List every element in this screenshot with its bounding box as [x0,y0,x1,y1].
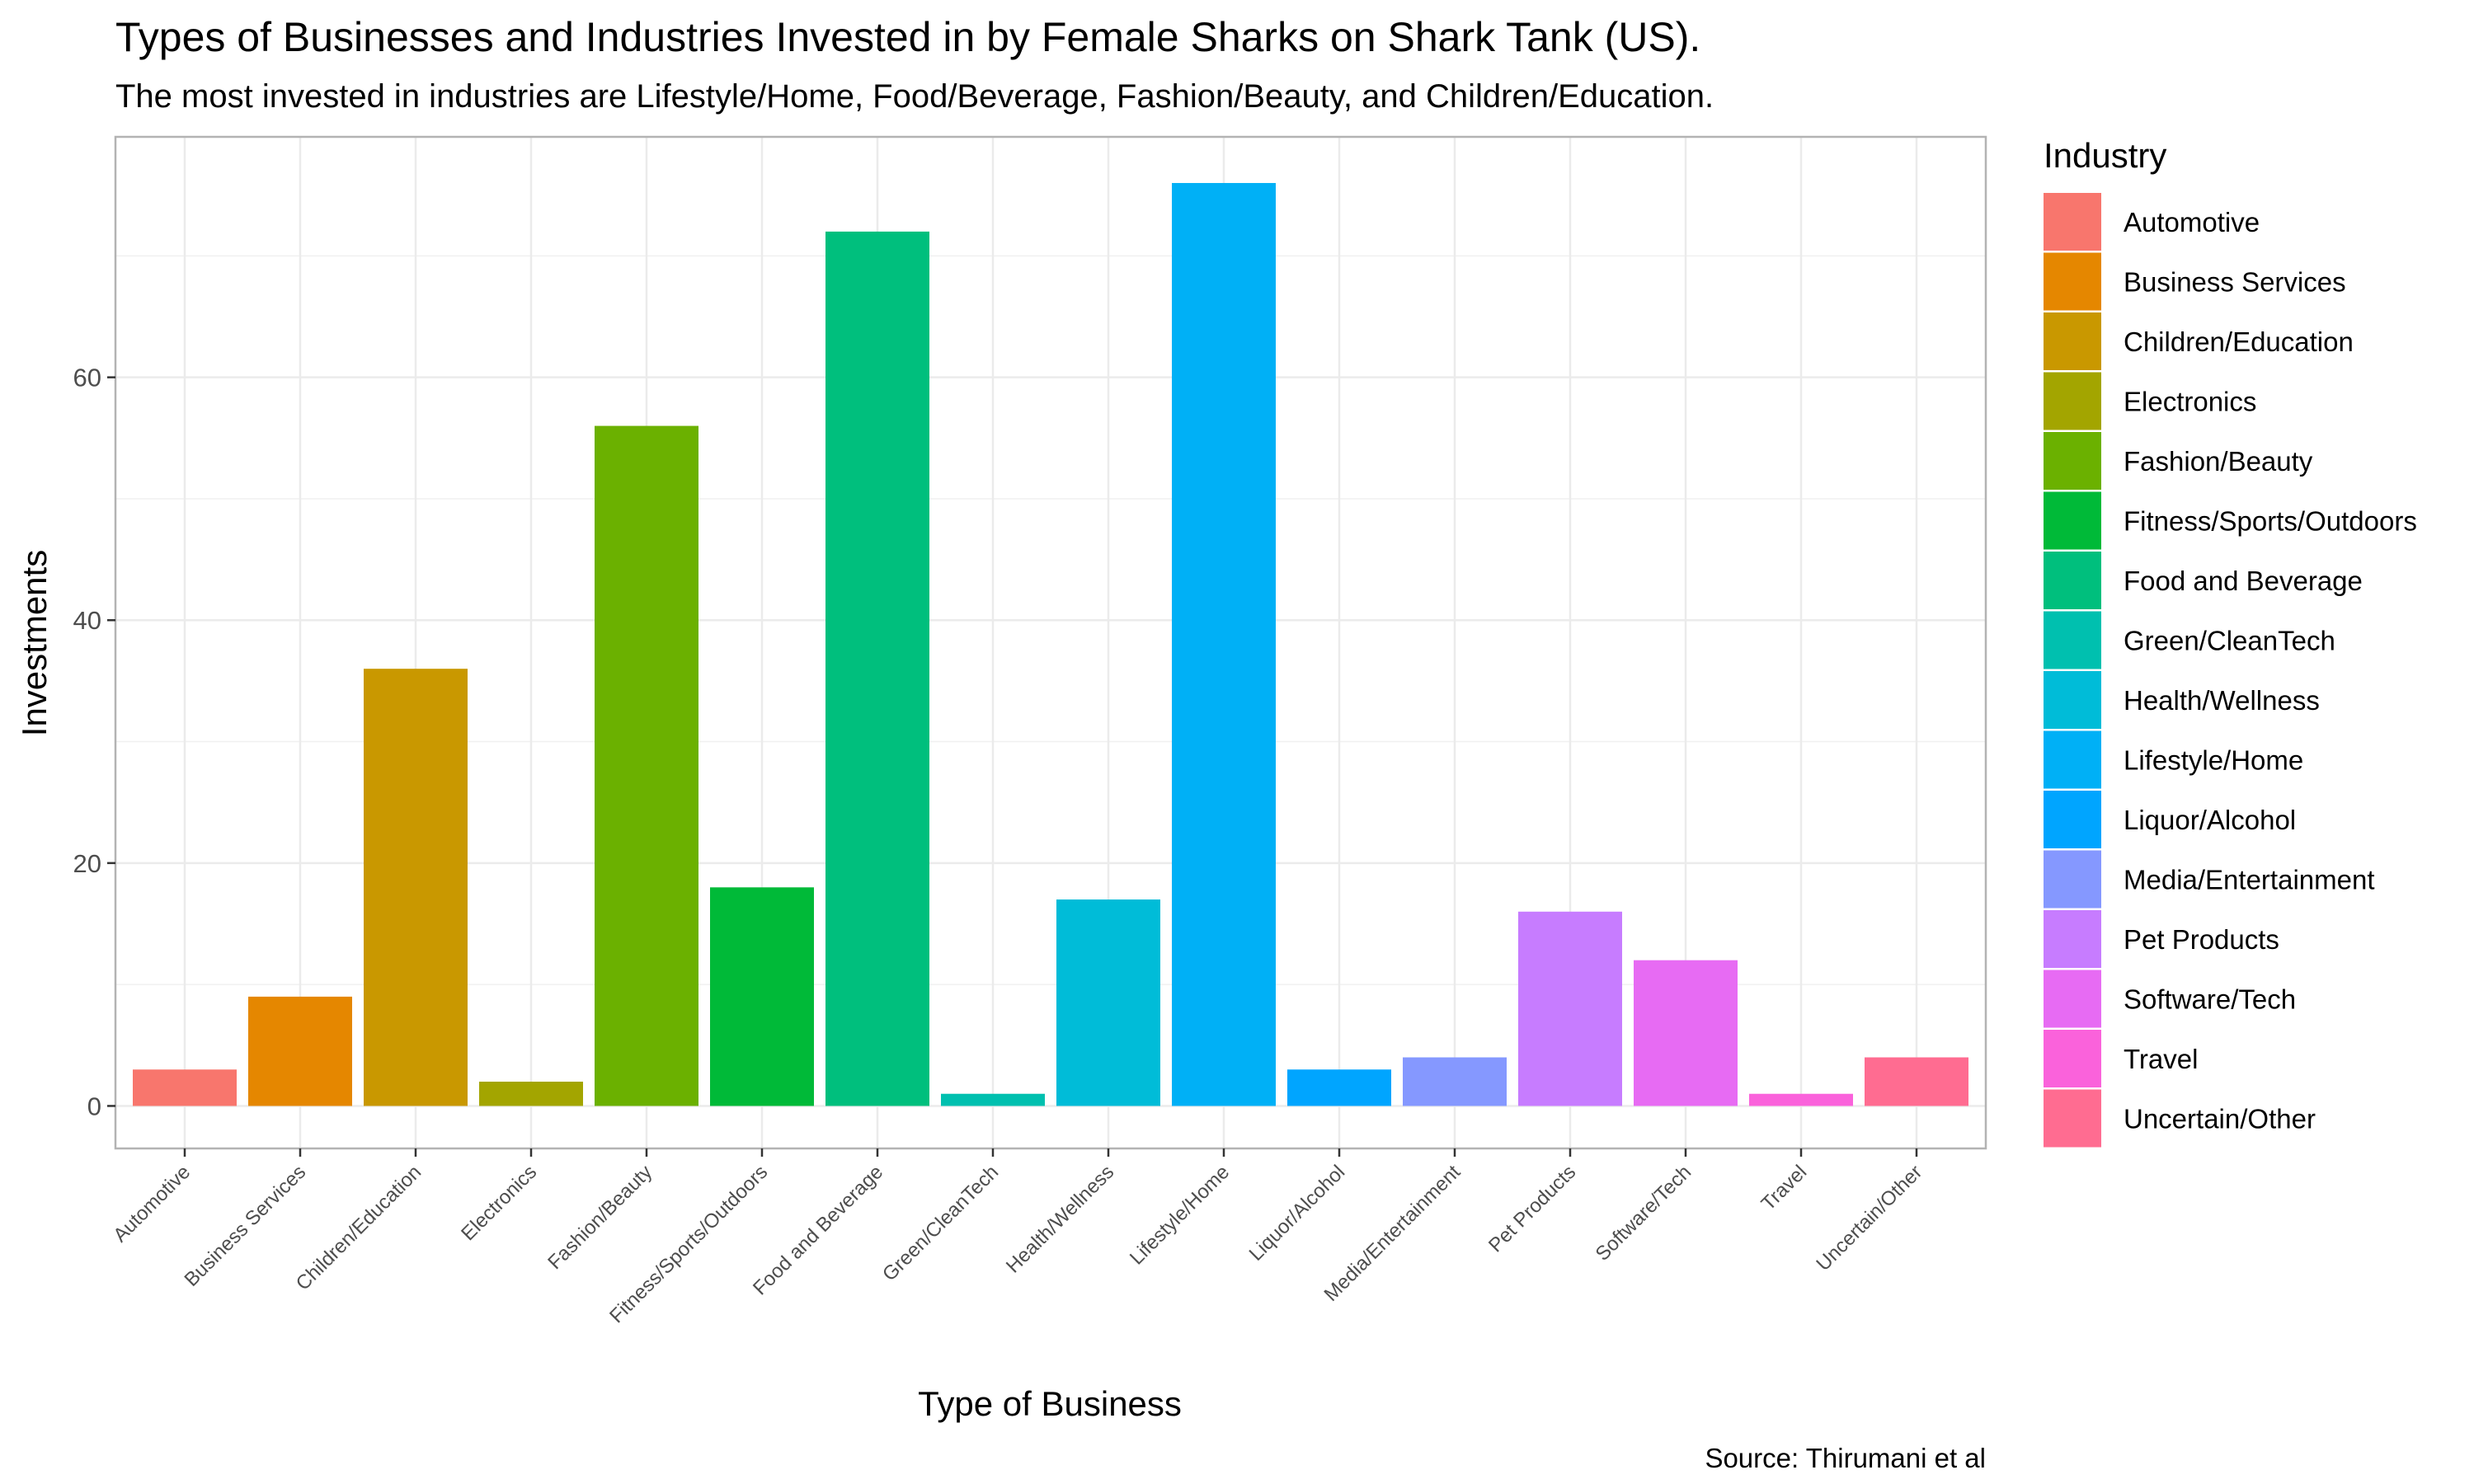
x-tick-label: Travel [1757,1161,1812,1215]
legend-label: Food and Beverage [2124,566,2363,596]
chart-title: Types of Businesses and Industries Inves… [115,14,1700,60]
plot-panel [114,135,1987,1150]
legend-label: Media/Entertainment [2124,865,2375,895]
legend-key [2044,970,2101,1028]
bar [941,1093,1045,1106]
bar [1518,911,1622,1106]
legend-key [2044,910,2101,968]
legend: Automotive Business Services Children/Educ… [2044,193,2417,1148]
bar [364,669,468,1106]
bar [1172,182,1276,1106]
x-axis-title: Type of Business [918,1384,1182,1423]
x-tick-label: Liquor/Alcohol [1245,1161,1350,1266]
bar [1749,1093,1853,1106]
legend-title: Industry [2044,136,2166,175]
y-tick-label: 20 [73,849,101,878]
bar [248,996,352,1106]
bar [1056,899,1160,1106]
x-tick-label: Business Services [181,1161,311,1291]
legend-key [2044,193,2101,251]
x-tick-label: Health/Wellness [1002,1161,1118,1277]
legend-label: Travel [2124,1044,2198,1074]
legend-label: Lifestyle/Home [2124,745,2303,776]
bar [1865,1057,1968,1106]
legend-label: Fitness/Sports/Outdoors [2124,506,2417,537]
bar [479,1081,583,1106]
x-tick-label: Lifestyle/Home [1126,1161,1234,1269]
x-tick-label: Green/CleanTech [878,1161,1003,1285]
legend-key [2044,552,2101,609]
legend-key [2044,252,2101,311]
legend-key [2044,1089,2101,1148]
bar [133,1069,237,1106]
y-axis-ticks: 0 20 40 60 [73,364,115,1120]
legend-label: Electronics [2124,387,2256,417]
legend-key [2044,312,2101,370]
x-tick-label: Food and Beverage [749,1161,887,1299]
legend-label: Green/CleanTech [2124,626,2335,656]
x-tick-label: Software/Tech [1592,1161,1696,1266]
chart-caption: Source: Thirumani et al [1705,1443,1986,1473]
legend-label: Business Services [2124,267,2346,298]
x-tick-label: Automotive [109,1161,195,1247]
y-tick-label: 60 [73,364,101,392]
x-tick-label: Fashion/Beauty [543,1161,656,1274]
panel-border [114,135,1987,1150]
legend-key [2044,791,2101,848]
bar [595,425,698,1106]
legend-key [2044,730,2101,789]
legend-key [2044,432,2101,490]
legend-label: Automotive [2124,207,2260,237]
bar [1287,1069,1391,1106]
legend-key [2044,850,2101,909]
legend-label: Pet Products [2124,924,2279,955]
legend-label: Children/Education [2124,326,2354,357]
legend-key [2044,491,2101,550]
x-tick-label: Uncertain/Other [1812,1161,1926,1275]
bar [1403,1057,1507,1106]
legend-key [2044,671,2101,729]
x-tick-label: Children/Education [292,1161,426,1294]
legend-key [2044,611,2101,669]
legend-key [2044,1030,2101,1087]
legend-label: Uncertain/Other [2124,1104,2316,1134]
legend-label: Fashion/Beauty [2124,446,2313,477]
bar [1634,960,1738,1106]
chart-subtitle: The most invested in industries are Life… [115,78,1714,115]
legend-label: Software/Tech [2124,984,2296,1015]
y-tick-label: 40 [73,606,101,635]
bar [825,231,929,1106]
x-tick-label: Electronics [457,1161,541,1245]
legend-label: Liquor/Alcohol [2124,805,2296,835]
y-axis-title: Investments [15,550,54,736]
y-tick-label: 0 [87,1092,101,1120]
bar [710,887,814,1106]
x-tick-label: Pet Products [1484,1161,1580,1256]
legend-key [2044,372,2101,430]
legend-label: Health/Wellness [2124,685,2320,716]
